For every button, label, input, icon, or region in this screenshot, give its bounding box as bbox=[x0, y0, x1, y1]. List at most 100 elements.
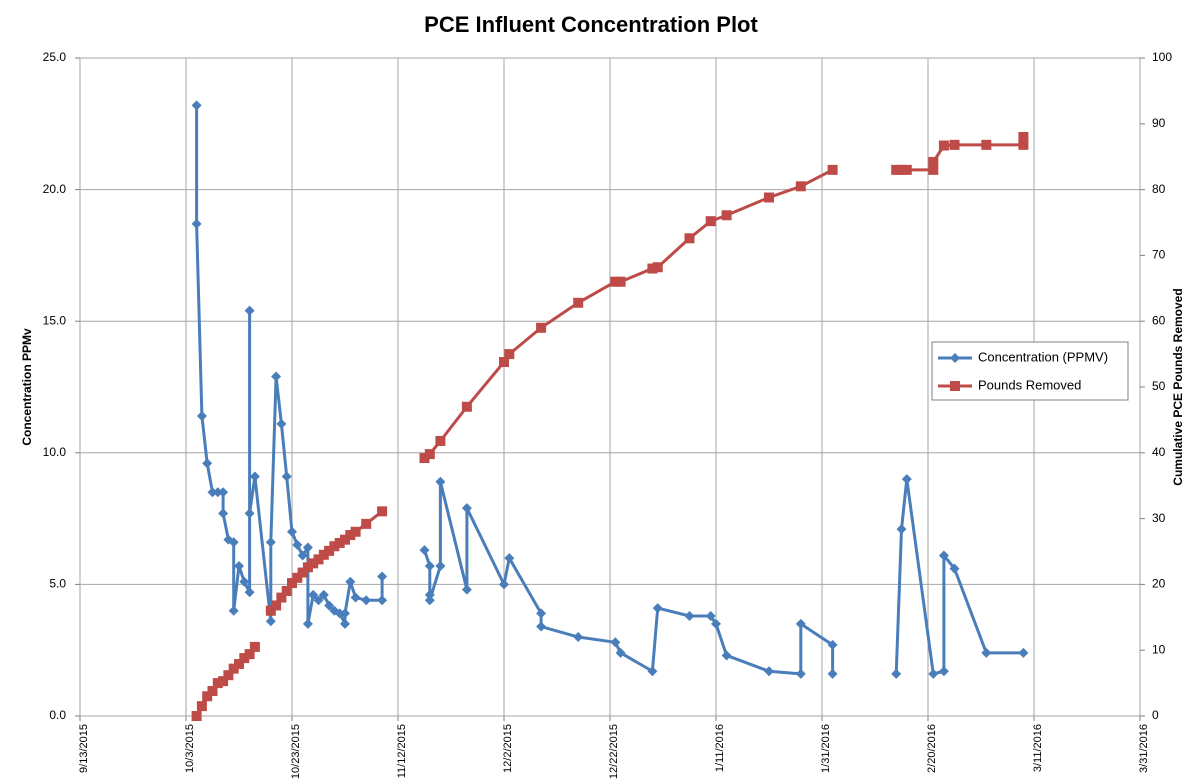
marker bbox=[795, 181, 806, 192]
marker bbox=[228, 663, 239, 674]
marker bbox=[461, 401, 472, 412]
marker bbox=[302, 562, 313, 573]
marker bbox=[324, 545, 335, 556]
marker bbox=[536, 322, 547, 333]
marker bbox=[896, 524, 907, 535]
marker bbox=[313, 554, 324, 565]
marker bbox=[361, 595, 372, 606]
marker bbox=[795, 618, 806, 629]
marker bbox=[419, 453, 430, 464]
marker bbox=[202, 458, 213, 469]
marker bbox=[271, 600, 282, 611]
marker bbox=[244, 587, 255, 598]
marker bbox=[981, 647, 992, 658]
marker bbox=[334, 608, 345, 619]
marker bbox=[827, 668, 838, 679]
y-tick-label: 15.0 bbox=[43, 313, 67, 327]
x-tick-label: 2/20/2016 bbox=[926, 724, 938, 773]
marker bbox=[207, 685, 218, 696]
marker bbox=[345, 530, 356, 541]
marker bbox=[350, 526, 361, 537]
marker bbox=[281, 471, 292, 482]
marker bbox=[191, 711, 202, 721]
marker bbox=[377, 595, 388, 606]
marker bbox=[419, 545, 430, 556]
marker bbox=[615, 276, 626, 287]
marker bbox=[499, 356, 509, 367]
marker bbox=[1018, 139, 1029, 150]
y2-tick-label: 100 bbox=[1152, 50, 1172, 64]
marker bbox=[938, 666, 949, 677]
marker bbox=[901, 164, 912, 175]
marker bbox=[340, 608, 350, 619]
marker bbox=[896, 164, 907, 175]
marker bbox=[218, 676, 229, 687]
marker bbox=[424, 589, 435, 600]
marker bbox=[276, 418, 287, 429]
y2-tick-label: 0 bbox=[1152, 708, 1159, 722]
marker bbox=[435, 560, 446, 571]
marker bbox=[292, 539, 303, 550]
marker bbox=[1018, 131, 1029, 142]
marker bbox=[324, 600, 335, 611]
marker bbox=[573, 297, 584, 308]
y-tick-label: 5.0 bbox=[49, 577, 66, 591]
marker bbox=[499, 579, 509, 590]
marker bbox=[345, 576, 356, 587]
y2-tick-label: 90 bbox=[1152, 116, 1166, 130]
y2-tick-label: 10 bbox=[1152, 642, 1166, 656]
marker bbox=[313, 595, 324, 606]
marker bbox=[249, 471, 260, 482]
marker bbox=[891, 668, 902, 679]
marker bbox=[891, 164, 902, 175]
marker bbox=[244, 305, 255, 316]
marker bbox=[334, 537, 345, 548]
y-tick-label: 0.0 bbox=[49, 708, 66, 722]
marker bbox=[610, 637, 621, 648]
marker bbox=[938, 140, 949, 151]
marker bbox=[461, 584, 472, 595]
marker bbox=[684, 233, 695, 244]
marker bbox=[340, 618, 350, 629]
legend-box bbox=[931, 341, 1129, 401]
marker bbox=[287, 526, 297, 537]
marker bbox=[764, 666, 774, 677]
marker bbox=[228, 605, 239, 616]
marker bbox=[302, 542, 313, 553]
marker bbox=[504, 553, 515, 564]
marker bbox=[239, 576, 250, 587]
x-tick-label: 12/22/2015 bbox=[608, 724, 620, 779]
x-tick-label: 1/11/2016 bbox=[714, 724, 726, 772]
marker bbox=[318, 549, 329, 560]
marker bbox=[461, 503, 472, 514]
marker bbox=[950, 381, 960, 391]
y2-tick-label: 60 bbox=[1152, 313, 1166, 327]
marker bbox=[721, 210, 732, 221]
marker bbox=[938, 550, 949, 561]
y2-tick-label: 40 bbox=[1152, 445, 1166, 459]
marker bbox=[265, 616, 276, 627]
marker bbox=[928, 164, 939, 175]
marker bbox=[647, 666, 658, 677]
marker bbox=[249, 641, 260, 652]
marker bbox=[302, 618, 313, 629]
marker bbox=[424, 560, 435, 571]
marker bbox=[721, 650, 732, 661]
y2-tick-label: 30 bbox=[1152, 511, 1166, 525]
marker bbox=[234, 560, 244, 571]
marker bbox=[308, 558, 319, 569]
x-tick-label: 3/31/2016 bbox=[1138, 724, 1150, 773]
marker bbox=[271, 371, 282, 382]
marker bbox=[228, 537, 239, 548]
marker bbox=[827, 164, 838, 175]
y-tick-label: 10.0 bbox=[43, 445, 67, 459]
marker bbox=[615, 647, 626, 658]
marker bbox=[504, 349, 515, 360]
marker bbox=[711, 618, 721, 629]
marker bbox=[684, 610, 695, 621]
x-tick-label: 9/13/2015 bbox=[78, 724, 90, 773]
marker bbox=[652, 262, 663, 273]
x-tick-label: 10/3/2015 bbox=[184, 724, 196, 773]
marker bbox=[536, 608, 547, 619]
